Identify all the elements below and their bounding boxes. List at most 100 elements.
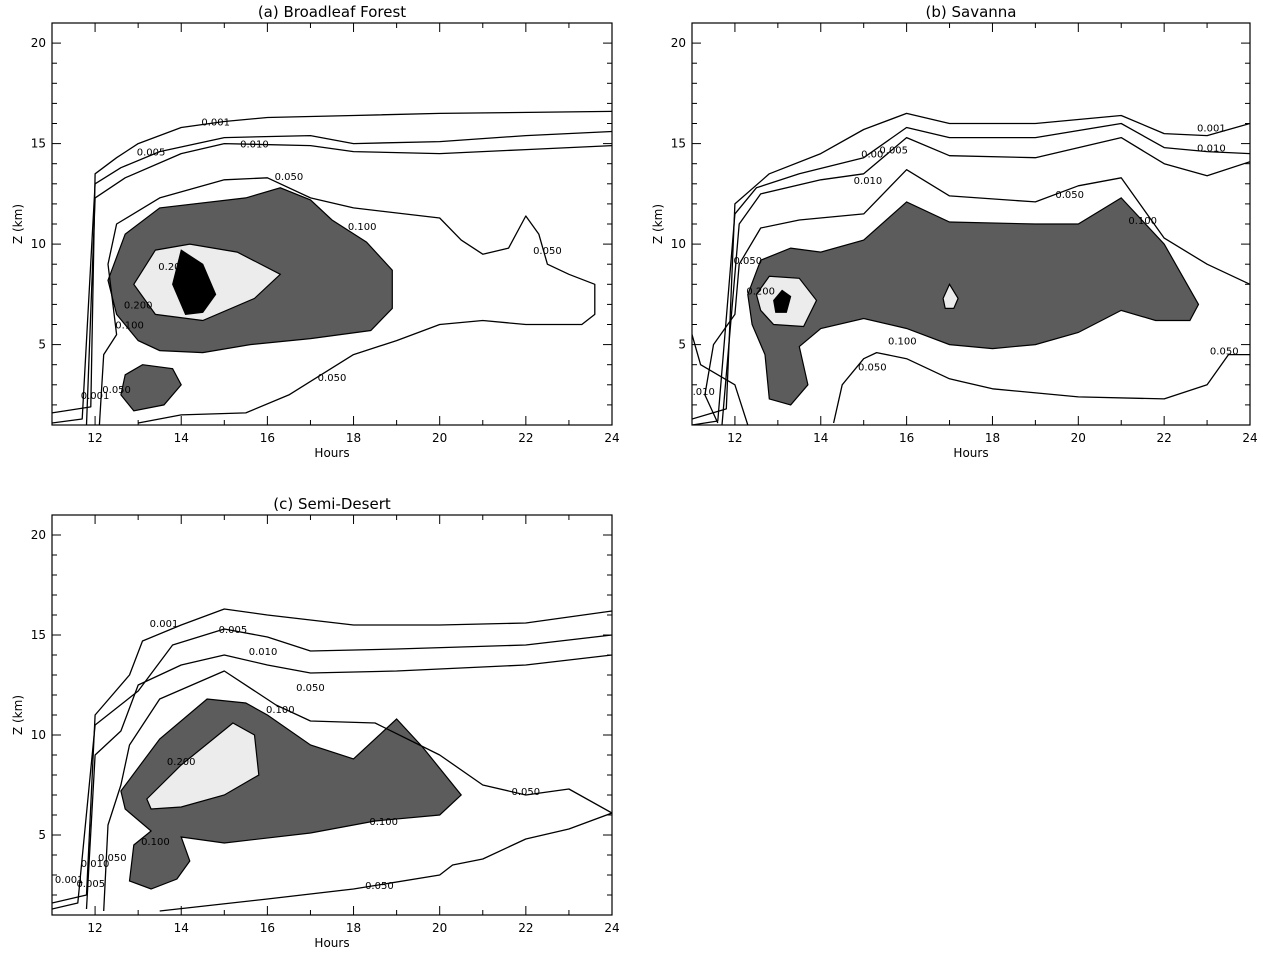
contour-label: 0.050 xyxy=(296,683,325,694)
contour-label: 0.010 xyxy=(1197,144,1226,155)
contour-line-0.050-4 xyxy=(159,812,612,912)
contour-line-0.010-2 xyxy=(85,142,612,425)
x-tick-label: 16 xyxy=(260,431,275,445)
contour-label: 0.100 xyxy=(348,222,377,233)
y-tick-label: 15 xyxy=(31,137,46,151)
contour-label: 0.050 xyxy=(533,246,562,257)
contour-label: 0.200 xyxy=(158,262,187,273)
contour-label: 0.005 xyxy=(879,146,908,157)
x-tick-label: 16 xyxy=(899,431,914,445)
plot-area: 0.0010.0050.0100.0500.1000.0500.2000.100… xyxy=(52,608,612,912)
contour-label: 0.001 xyxy=(1197,124,1226,135)
contour-line-0.050-5 xyxy=(832,351,1250,424)
contour-label: 0.050 xyxy=(858,363,887,374)
contour-label: 0.100 xyxy=(141,837,170,848)
contour-label: 0.005 xyxy=(219,625,248,636)
y-tick-label: 20 xyxy=(31,36,46,50)
panel-3: 0.0010.0050.0100.0500.1000.0500.2000.100… xyxy=(11,495,620,950)
contour-line-0.005-1 xyxy=(52,130,612,424)
y-axis-label: Z (km) xyxy=(11,204,25,244)
x-tick-label: 24 xyxy=(1242,431,1257,445)
band-dark-0 xyxy=(120,364,182,412)
contour-label: 0.010 xyxy=(240,140,269,151)
band-black-3 xyxy=(172,249,217,315)
y-tick-label: 5 xyxy=(38,338,46,352)
contour-line-0.050-3 xyxy=(704,169,1250,424)
contour-label: 0.00 xyxy=(861,150,883,161)
x-axis-label: Hours xyxy=(314,936,349,950)
band-light-2 xyxy=(942,283,959,309)
contour-label: 0.100 xyxy=(888,337,917,348)
x-tick-label: 12 xyxy=(727,431,742,445)
contour-label: 0.010 xyxy=(854,176,883,187)
y-tick-label: 10 xyxy=(671,237,686,251)
contour-label: 0.200 xyxy=(124,300,153,311)
contour-line-0.005-1 xyxy=(52,628,612,910)
contour-label: 0.050 xyxy=(102,385,131,396)
x-tick-label: 20 xyxy=(1071,431,1086,445)
contour-line-0.010-2 xyxy=(85,654,612,910)
contour-label: 0.100 xyxy=(1128,216,1157,227)
contour-label: 0.001 xyxy=(201,118,230,129)
x-tick-label: 18 xyxy=(985,431,1000,445)
x-tick-label: 14 xyxy=(174,431,189,445)
y-tick-label: 10 xyxy=(31,237,46,251)
x-tick-label: 20 xyxy=(432,921,447,935)
plot-area: 0.001 0.005 0.010 0.050 0.100 0.050 0.200 0.200… xyxy=(52,110,612,425)
y-axis-label: Z (km) xyxy=(11,695,25,735)
y-tick-label: 5 xyxy=(38,828,46,842)
contour-line-0.050-4 xyxy=(692,334,749,425)
contour-label: 0.005 xyxy=(76,879,105,890)
x-axis-label: Hours xyxy=(953,446,988,460)
contour-label: 0.010 xyxy=(249,647,278,658)
contour-label: 0.050 xyxy=(512,787,541,798)
x-axis-label: Hours xyxy=(314,446,349,460)
x-tick-label: 24 xyxy=(604,431,619,445)
contour-label: 0.010 xyxy=(81,859,110,870)
x-tick-label: 14 xyxy=(813,431,828,445)
contour-label: 0.050 xyxy=(365,881,394,892)
x-tick-label: 18 xyxy=(346,431,361,445)
contour-line-0.050-3 xyxy=(98,177,596,425)
contour-label: 0.005 xyxy=(137,148,166,159)
x-tick-label: 22 xyxy=(518,431,533,445)
contour-label: 0.050 xyxy=(733,256,762,267)
x-tick-label: 16 xyxy=(260,921,275,935)
x-tick-label: 24 xyxy=(604,921,619,935)
contour-label: 0.100 xyxy=(266,705,295,716)
x-tick-label: 12 xyxy=(87,921,102,935)
contour-line-0.010-2 xyxy=(721,136,1250,425)
contour-line-0.050-3 xyxy=(103,670,612,912)
contour-label: 0.050 xyxy=(1210,347,1239,358)
x-tick-label: 22 xyxy=(518,921,533,935)
panel-title: (c) Semi-Desert xyxy=(273,495,391,513)
y-tick-label: 20 xyxy=(671,36,686,50)
band-light-1 xyxy=(146,722,260,810)
contour-label: 0.200 xyxy=(746,286,775,297)
contour-label: 0.050 xyxy=(1055,190,1084,201)
y-tick-label: 15 xyxy=(31,628,46,642)
y-tick-label: 15 xyxy=(671,137,686,151)
contour-label: 0.050 xyxy=(275,172,304,183)
panel-title: (b) Savanna xyxy=(926,3,1017,21)
contour-label: 0.100 xyxy=(115,321,144,332)
band-dark-0 xyxy=(747,197,1200,406)
contour-label: 0.010 xyxy=(686,387,715,398)
contour-line-0.001-0 xyxy=(692,112,1250,420)
contour-label: 0.050 xyxy=(318,373,347,384)
x-tick-label: 22 xyxy=(1157,431,1172,445)
panel-title: (a) Broadleaf Forest xyxy=(258,3,406,21)
contour-line-0.005-1 xyxy=(692,122,1250,425)
x-tick-label: 20 xyxy=(432,431,447,445)
y-tick-label: 5 xyxy=(678,338,686,352)
x-tick-label: 18 xyxy=(346,921,361,935)
panel-1: 0.001 0.005 0.010 0.050 0.100 0.050 0.200 0.200… xyxy=(11,3,620,460)
contour-label: 0.200 xyxy=(167,757,196,768)
band-black-3 xyxy=(773,289,792,313)
contour-label: 0.001 xyxy=(150,619,179,630)
contour-label: 0.100 xyxy=(369,817,398,828)
contour-label: 0.001 xyxy=(55,875,84,886)
